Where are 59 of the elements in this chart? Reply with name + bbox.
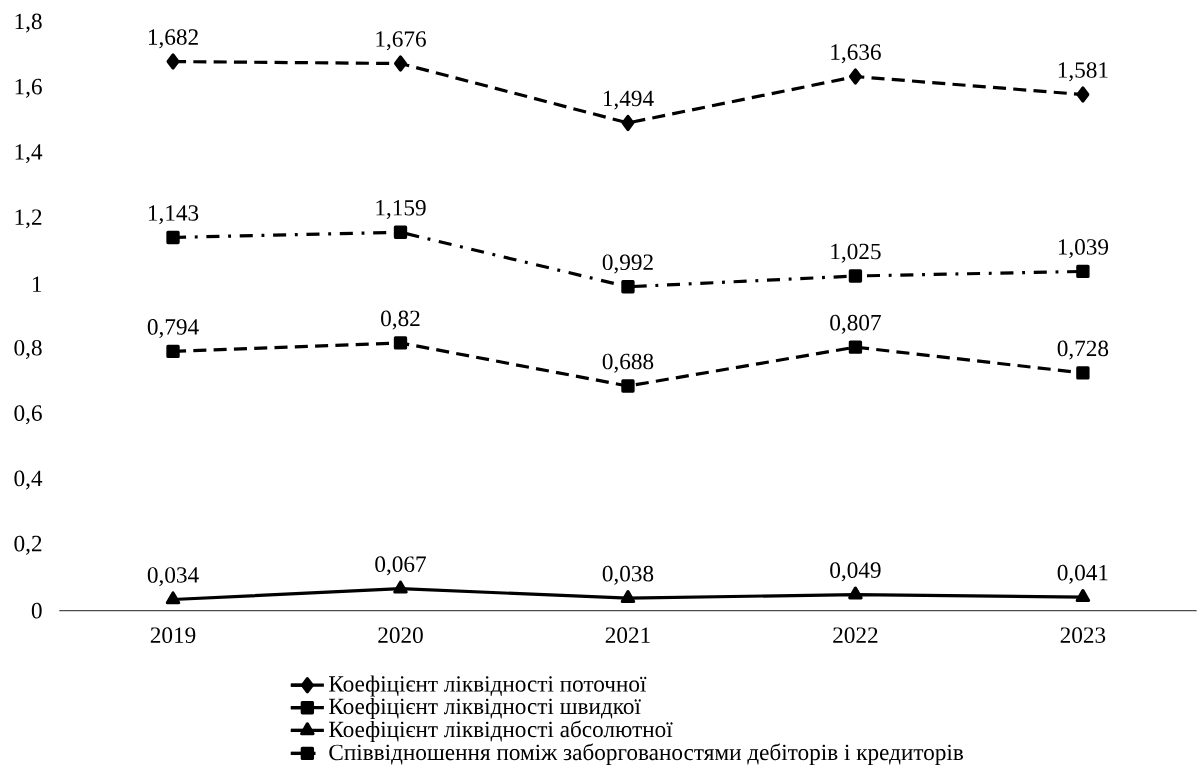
point xyxy=(393,336,408,350)
data-label: 1,682 xyxy=(148,29,198,49)
y-tick-label: 0 xyxy=(31,602,42,619)
y-tick-label: 1,8 xyxy=(15,13,42,33)
data-label: 1,025 xyxy=(831,243,881,263)
legend-label: Коефіцієнт ліквідності швидкої xyxy=(329,697,641,719)
y-tick-label: 1 xyxy=(33,276,42,292)
point xyxy=(621,379,635,393)
point xyxy=(1076,86,1090,103)
y-tick-label: 1,4 xyxy=(15,144,43,163)
data-label: 0,041 xyxy=(1057,564,1108,584)
legend-label: Коефіцієнт ліквідності абсолютної xyxy=(329,720,673,742)
y-tick-label: 0,8 xyxy=(14,339,42,359)
data-label: 1,581 xyxy=(1058,62,1108,82)
point xyxy=(166,53,180,70)
point xyxy=(848,586,863,600)
y-tick-label: 0,4 xyxy=(14,470,43,490)
data-label: 1,143 xyxy=(148,205,199,225)
data-label: 1,676 xyxy=(376,31,426,51)
legend-label: Коефіцієнт ліквідності поточної xyxy=(329,675,647,697)
data-label: 0,688 xyxy=(602,353,654,373)
point xyxy=(1075,589,1091,602)
data-label: 0,034 xyxy=(147,567,199,587)
point xyxy=(848,269,863,283)
data-label: 1,159 xyxy=(376,199,426,219)
point xyxy=(1076,366,1090,380)
point xyxy=(166,344,180,359)
point xyxy=(848,340,863,354)
point xyxy=(166,230,180,245)
data-label: 0,794 xyxy=(147,319,199,339)
data-label: 0,728 xyxy=(1057,340,1109,360)
x-tick-label: 2023 xyxy=(1060,627,1106,643)
data-label: 0,992 xyxy=(602,254,653,274)
point xyxy=(621,114,635,131)
data-label: 0,038 xyxy=(602,565,654,585)
point xyxy=(394,55,407,72)
y-tick-label: 1,6 xyxy=(15,78,42,98)
y-tick-label: 0,6 xyxy=(14,405,42,425)
data-label: 1,636 xyxy=(831,44,881,64)
data-label: 0,049 xyxy=(830,562,881,582)
point xyxy=(621,280,635,294)
x-tick-label: 2021 xyxy=(605,627,650,643)
point xyxy=(393,225,408,239)
data-label: 1,039 xyxy=(1058,239,1109,259)
point xyxy=(393,580,408,594)
point xyxy=(165,591,181,605)
data-label: 0,807 xyxy=(830,314,881,334)
legend-label: Співвідношення поміж заборгованостями дебіторів і кредиторів xyxy=(329,743,964,765)
data-label: 1,494 xyxy=(603,90,654,110)
x-tick-label: 2022 xyxy=(833,627,878,643)
point xyxy=(848,68,862,85)
data-label: 0,82 xyxy=(381,310,420,330)
data-label: 0,067 xyxy=(375,556,426,576)
x-tick-label: 2019 xyxy=(150,627,196,643)
x-tick-label: 2020 xyxy=(378,627,423,643)
y-tick-label: 0,2 xyxy=(14,535,42,555)
point xyxy=(620,589,636,603)
point xyxy=(1076,264,1090,279)
y-tick-label: 1,2 xyxy=(15,209,42,229)
